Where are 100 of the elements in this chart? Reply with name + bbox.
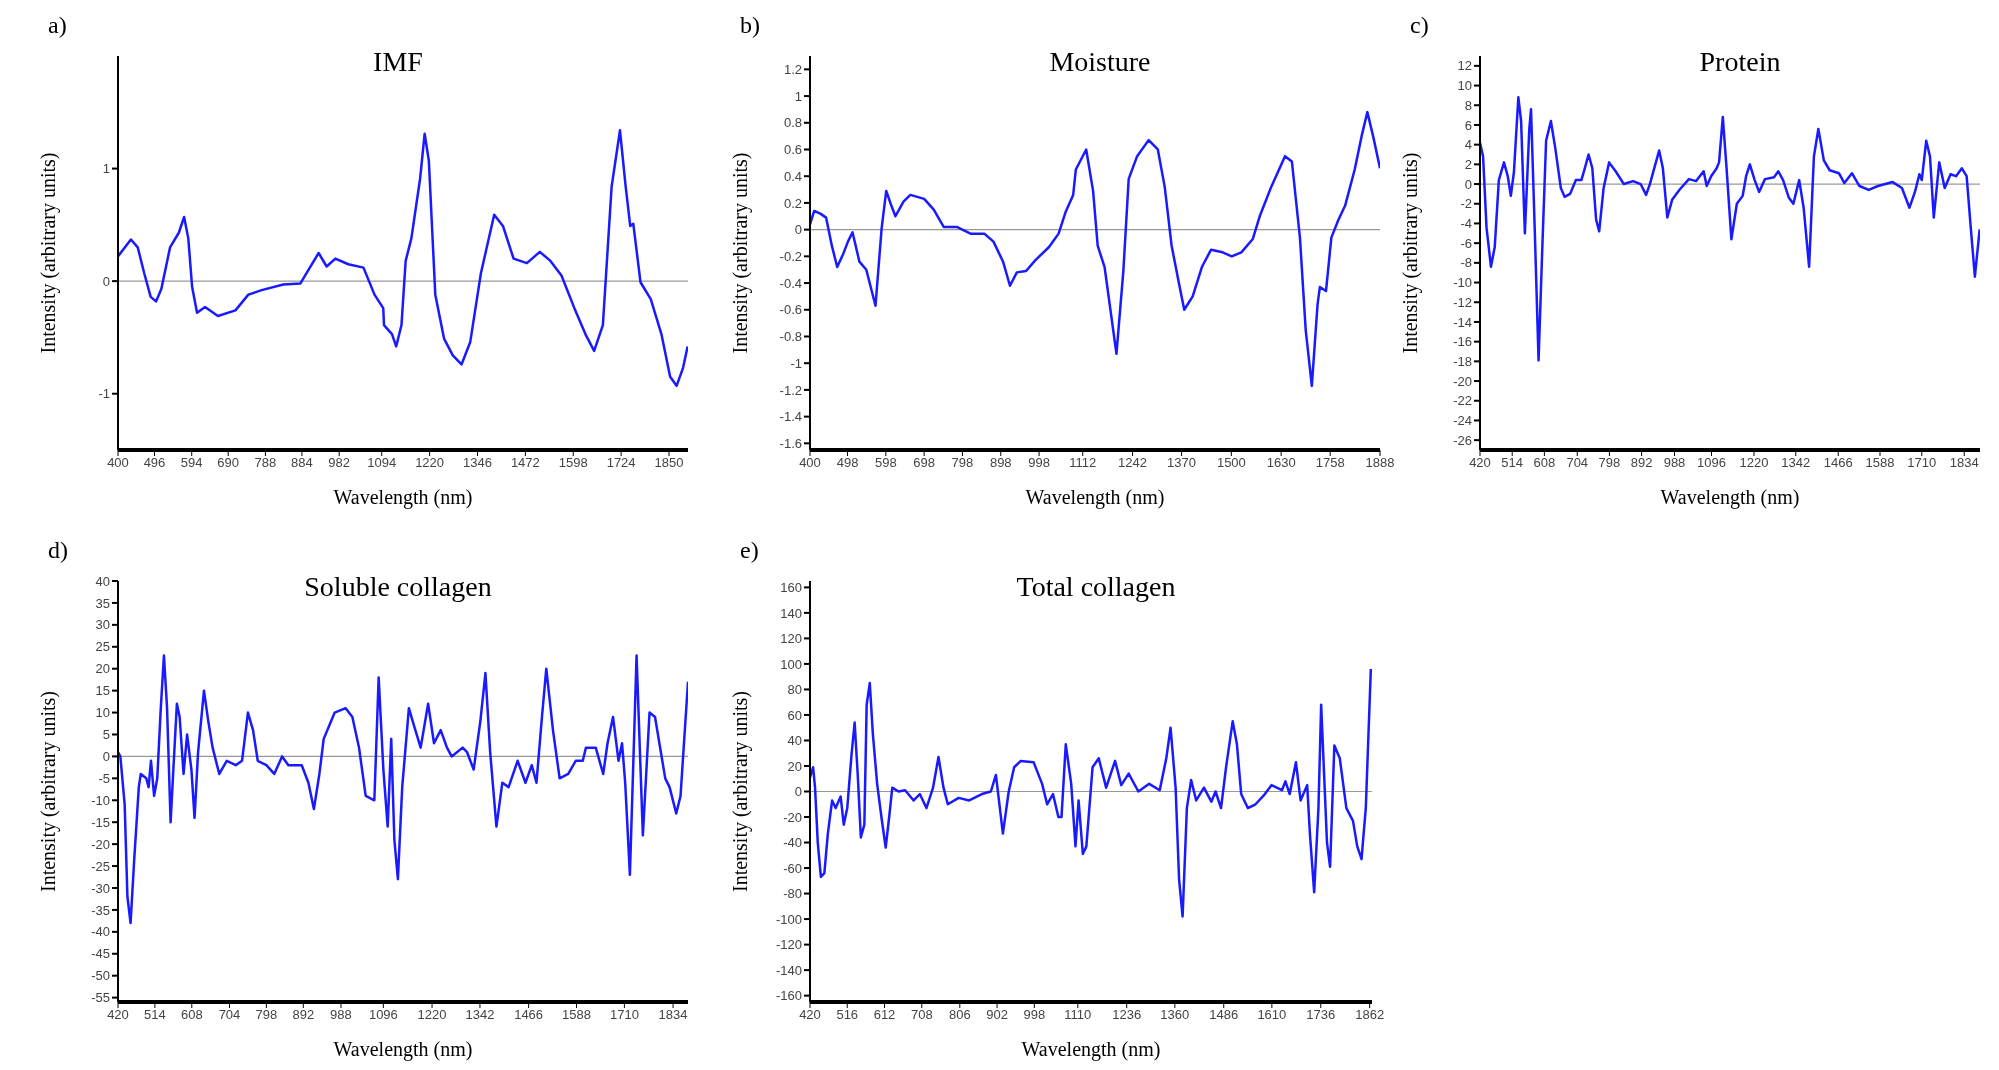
y-tick-label: 80 [787,682,802,698]
y-tick-label: -1.2 [779,382,802,398]
y-tick-label: -0.8 [779,329,802,345]
y-tick-label: 1 [794,88,802,104]
x-tick-label: 1598 [558,455,588,471]
y-tick-label: 0 [794,222,802,238]
x-tick-label: 704 [1566,455,1589,471]
y-axis-title: Intensity (arbitrary units) [37,152,61,354]
y-tick-label: -1 [790,355,802,371]
y-tick-label: 10 [95,705,110,721]
y-tick-label: -20 [783,809,802,825]
y-tick-label: 0 [794,784,802,800]
chart-title: IMF [372,46,424,78]
x-tick-label: 1834 [1949,455,1979,471]
y-tick-label: -6 [1460,235,1472,251]
y-axis-title: Intensity (arbitrary units) [37,690,61,893]
x-axis-title: Wavelength (nm) [1021,1038,1161,1061]
x-tick-label: 1710 [609,1007,639,1023]
y-tick-label: -10 [91,792,110,808]
y-tick-label: -16 [1453,334,1472,350]
y-tick-label: -12 [1453,294,1472,310]
y-tick-label: 1.2 [783,61,802,77]
x-tick-label: 514 [1501,455,1524,471]
x-tick-label: 516 [836,1007,859,1023]
y-tick-label: -24 [1453,413,1472,429]
y-tick-label: -20 [1453,373,1472,389]
x-tick-label: 1466 [514,1007,544,1023]
y-tick-label: -20 [91,836,110,852]
x-tick-label: 1610 [1257,1007,1287,1023]
x-tick-label: 1472 [510,455,540,471]
x-tick-label: 1346 [463,455,492,471]
line-series [1480,96,1980,362]
y-tick-label: 140 [780,605,802,621]
x-tick-label: 608 [1533,455,1556,471]
x-tick-label: 1588 [562,1007,591,1023]
x-tick-label: 892 [292,1007,315,1023]
y-tick-label: 0.4 [783,168,802,184]
x-tick-label: 514 [144,1007,166,1023]
chart-title: Protein [1699,46,1781,77]
x-tick-label: 400 [107,455,129,471]
text: b) [740,12,760,39]
text: c) [1410,12,1429,39]
y-tick-label: -160 [775,988,802,1004]
y-tick-label: -1 [98,386,110,402]
y-tick-label: 2 [1464,156,1472,172]
x-tick-label: 1486 [1209,1007,1239,1023]
y-tick-label: 30 [95,617,110,633]
y-tick-label: -30 [91,880,110,896]
y-tick-label: -1.6 [779,435,802,451]
x-tick-label: 1466 [1823,455,1853,471]
y-tick-label: -35 [91,902,110,918]
x-tick-label: 708 [910,1007,933,1023]
x-tick-label: 902 [986,1007,1008,1023]
x-tick-label: 998 [1023,1007,1046,1023]
y-tick-label: -25 [91,858,110,874]
x-tick-label: 594 [180,455,203,471]
x-tick-label: 988 [1663,455,1686,471]
x-tick-label: 1370 [1167,455,1197,471]
x-tick-label: 1110 [1064,1007,1092,1023]
x-tick-label: 1710 [1907,455,1937,471]
y-tick-label: 6 [1464,117,1472,133]
x-tick-label: 884 [291,455,313,471]
y-tick-label: 15 [95,683,110,699]
x-tick-label: 1862 [1355,1007,1385,1023]
line-series [810,110,1380,388]
text: e) [740,537,759,564]
x-tick-label: 1094 [367,455,397,471]
y-tick-label: -1.4 [779,409,802,425]
x-tick-label: 1834 [658,1007,688,1023]
x-tick-label: 1220 [417,1007,447,1023]
x-tick-label: 1850 [654,455,684,471]
y-tick-label: 1 [102,161,110,177]
x-tick-label: 1342 [465,1007,495,1023]
line-series [118,654,688,925]
y-tick-label: 10 [1457,78,1472,94]
x-tick-label: 982 [328,455,351,471]
y-tick-label: 0 [102,749,110,765]
y-axis-title: Intensity (arbitrary units) [729,690,753,893]
y-tick-label: -8 [1460,255,1472,271]
y-tick-label: 0 [1464,176,1472,192]
x-tick-label: 798 [1598,455,1621,471]
y-tick-label: -14 [1453,314,1472,330]
x-tick-label: 1220 [1739,455,1769,471]
y-tick-label: 12 [1457,58,1472,74]
x-tick-label: 1112 [1069,455,1097,471]
x-tick-label: 1588 [1865,455,1895,471]
y-tick-label: -60 [783,860,802,876]
y-tick-label: -5 [98,770,110,786]
y-tick-label: -40 [91,924,110,940]
x-tick-label: 420 [107,1007,129,1023]
y-tick-label: -26 [1453,432,1472,448]
y-tick-label: -100 [775,911,802,927]
x-tick-label: 1220 [415,455,445,471]
x-tick-label: 1758 [1315,455,1345,471]
x-tick-label: 496 [143,455,166,471]
x-axis-title: Wavelength (nm) [333,1038,473,1061]
y-tick-label: -18 [1453,353,1472,369]
y-tick-label: -40 [783,835,802,851]
x-tick-label: 788 [254,455,277,471]
x-axis-title: Wavelength (nm) [1660,486,1800,509]
